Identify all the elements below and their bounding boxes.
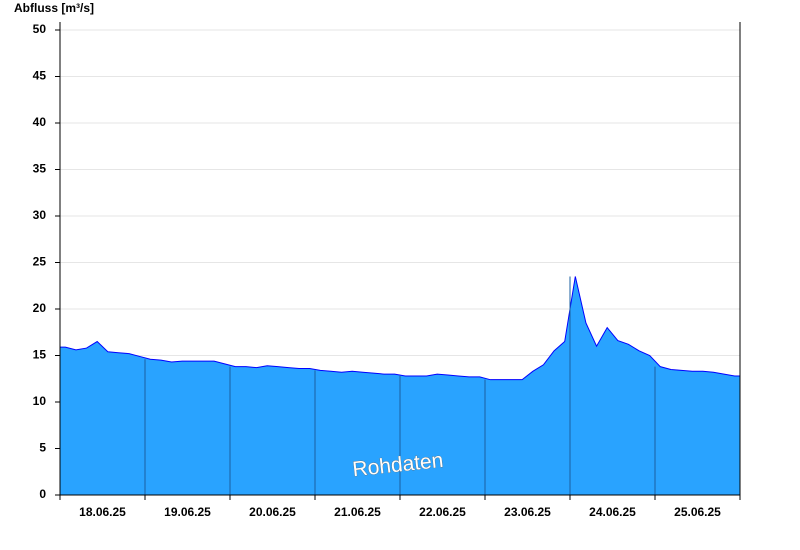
y-tick-label: 15 [33,348,47,362]
x-tick-label: 23.06.25 [504,505,551,519]
y-tick-label: 5 [39,441,46,455]
y-tick-label: 50 [33,22,47,36]
y-tick-label: 0 [39,487,46,501]
x-tick-label: 24.06.25 [589,505,636,519]
y-tick-label: 30 [33,208,47,222]
y-tick-label: 20 [33,301,47,315]
y-axis-label: Abfluss [m³/s] [14,1,94,15]
y-tick-label: 10 [33,394,47,408]
x-tick-label: 22.06.25 [419,505,466,519]
y-tick-label: 45 [33,69,47,83]
x-tick-label: 18.06.25 [79,505,126,519]
y-tick-label: 35 [33,162,47,176]
line [60,276,740,381]
x-tick-label: 20.06.25 [249,505,296,519]
y-tick-label: 40 [33,115,47,129]
x-tick-label: 25.06.25 [674,505,721,519]
x-tick-label: 21.06.25 [334,505,381,519]
y-tick-label: 25 [33,255,47,269]
x-tick-label: 19.06.25 [164,505,211,519]
